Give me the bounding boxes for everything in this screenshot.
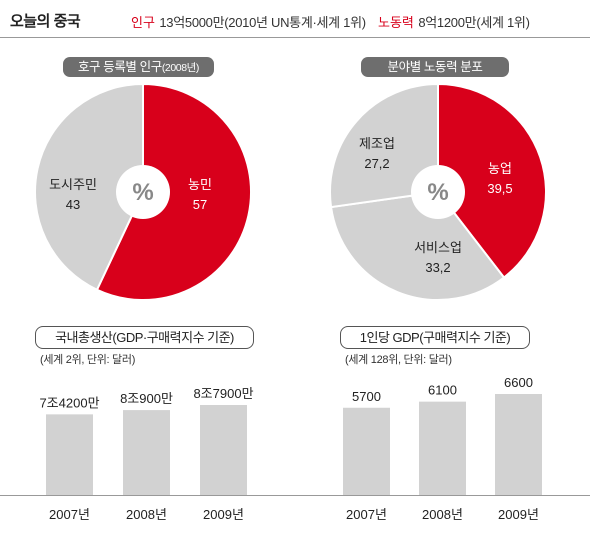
bar2-category-label-0: 2007년 xyxy=(346,507,387,522)
pie2-center xyxy=(411,165,465,219)
pie1-slice-label-1: 도시주민 xyxy=(49,177,97,192)
pie2-center-label: % xyxy=(427,179,448,206)
pie1-title: 호구 등록별 인구(2008년) xyxy=(63,57,214,77)
pie2-title: 분야별 노동력 분포 xyxy=(361,57,509,77)
population-stat: 인구 13억5000만(2010년 UN통계·세계 1위) xyxy=(131,12,366,32)
bar-chart-gdp: 7조4200만 2007년 8조900만 2008년 8조7900만 2009년 xyxy=(0,386,300,522)
pie2-slice-label-0: 농업 xyxy=(488,161,512,176)
pie2-slice-2 xyxy=(329,82,439,209)
bar1-value-label-2: 8조7900만 xyxy=(193,386,253,401)
pie1-title-suffix: (2008년) xyxy=(161,62,200,74)
bar1-category-label-1: 2008년 xyxy=(126,507,167,522)
population-value: 13억5000만(2010년 UN통계·세계 1위) xyxy=(159,15,366,30)
pie1-title-text: 호구 등록별 인구 xyxy=(77,60,162,74)
pie-chart-labor: % 농업 39,5 서비스업 33,2 제조업 27,2 xyxy=(329,82,547,301)
bar1-category-label-2: 2009년 xyxy=(203,507,244,522)
bar1-value-label-0: 7조4200만 xyxy=(39,395,99,410)
pie2-slice-label-1: 서비스업 xyxy=(414,240,462,255)
bar1-category-label-0: 2007년 xyxy=(49,507,90,522)
bar1-bar-2 xyxy=(200,405,247,495)
pie1-slice-value-0: 57 xyxy=(193,197,207,212)
bar1-title: 국내총생산(GDP·구매력지수 기준) xyxy=(35,326,254,349)
bar2-value-label-0: 5700 xyxy=(352,389,381,404)
bar2-unit-note: (세계 128위, 단위: 달러) xyxy=(345,354,452,366)
bar2-category-label-1: 2008년 xyxy=(422,507,463,522)
bar2-value-label-2: 6600 xyxy=(504,375,533,390)
bar-chart-gdp-per-capita: 5700 2007년 6100 2008년 6600 2009년 xyxy=(300,375,590,522)
population-key: 인구 xyxy=(131,15,155,30)
bar1-value-label-1: 8조900만 xyxy=(120,391,173,406)
bar2-value-label-1: 6100 xyxy=(428,383,457,398)
pie2-slice-0 xyxy=(437,82,547,279)
labor-stat: 노동력 8억1200만(세계 1위) xyxy=(378,12,530,32)
bar1-unit-note: (세계 2위, 단위: 달러) xyxy=(40,354,136,366)
bar1-bar-0 xyxy=(46,414,93,495)
page-title: 오늘의 중국 xyxy=(10,13,81,30)
pie-chart-household: % 농민 57 도시주민 43 xyxy=(34,82,252,301)
labor-key: 노동력 xyxy=(378,15,414,30)
pie1-slice-value-1: 43 xyxy=(66,197,80,212)
bar1-bar-1 xyxy=(123,410,170,495)
header-divider xyxy=(0,37,590,38)
pie1-slice-label-0: 농민 xyxy=(188,177,212,192)
pie1-center-label: % xyxy=(132,179,153,206)
bar2-bar-0 xyxy=(343,407,390,495)
bar2-category-label-2: 2009년 xyxy=(498,507,539,522)
pie2-slice-value-2: 27,2 xyxy=(364,156,389,171)
bar2-title: 1인당 GDP(구매력지수 기준) xyxy=(340,326,530,349)
pie2-slice-1 xyxy=(329,190,506,301)
pie1-slice-1 xyxy=(34,82,144,292)
bar2-bar-1 xyxy=(419,401,466,495)
pie1-center xyxy=(116,165,170,219)
pie2-slice-label-2: 제조업 xyxy=(359,136,395,151)
labor-value: 8억1200만(세계 1위) xyxy=(418,15,530,30)
pie2-slice-value-1: 33,2 xyxy=(425,260,450,275)
pie2-slice-value-0: 39,5 xyxy=(487,181,512,196)
bar2-bar-2 xyxy=(495,394,542,495)
pie1-slice-0 xyxy=(95,82,252,301)
